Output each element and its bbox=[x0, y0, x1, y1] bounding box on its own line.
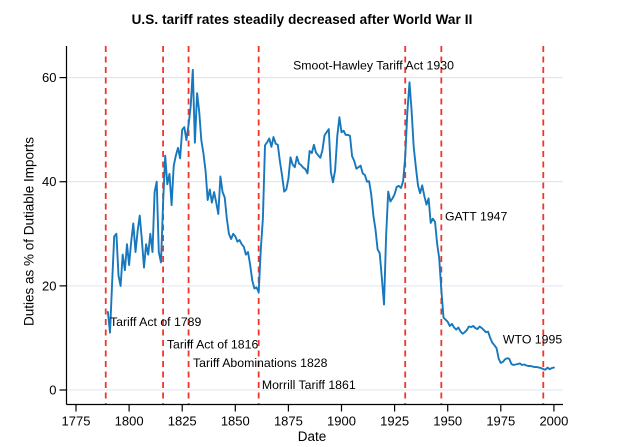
annotation-tariff-abominations-1828: Tariff Abominations 1828 bbox=[193, 356, 328, 370]
chart-title: U.S. tariff rates steadily decreased aft… bbox=[131, 12, 473, 27]
y-tick-label-0: 0 bbox=[49, 383, 56, 398]
x-tick-label-1825: 1825 bbox=[168, 414, 197, 429]
y-axis-title: Duties as % of Dutiable Imports bbox=[21, 136, 37, 327]
annotation-tariff-act-of-1789: Tariff Act of 1789 bbox=[110, 315, 202, 329]
y-tick-label-40: 40 bbox=[42, 174, 56, 189]
y-tick-label-20: 20 bbox=[42, 278, 56, 293]
x-tick-label-1925: 1925 bbox=[380, 414, 409, 429]
annotation-morrill-tariff-1861: Morrill Tariff 1861 bbox=[262, 378, 356, 392]
tariff-rate-line bbox=[106, 68, 555, 371]
annotation-gatt-1947: GATT 1947 bbox=[445, 209, 508, 223]
x-tick-label-1975: 1975 bbox=[486, 414, 515, 429]
annotation-smoot-hawley-tariff-act-1930: Smoot-Hawley Tariff Act 1930 bbox=[293, 58, 454, 72]
x-tick-label-1800: 1800 bbox=[115, 414, 144, 429]
annotation-wto-1995: WTO 1995 bbox=[503, 332, 562, 346]
x-tick-label-1900: 1900 bbox=[327, 414, 356, 429]
annotation-tariff-act-of-1816: Tariff Act of 1816 bbox=[167, 337, 259, 351]
y-tick-label-60: 60 bbox=[42, 70, 56, 85]
x-tick-label-1850: 1850 bbox=[221, 414, 250, 429]
x-tick-label-1950: 1950 bbox=[433, 414, 462, 429]
x-tick-label-2000: 2000 bbox=[539, 414, 568, 429]
x-tick-label-1775: 1775 bbox=[62, 414, 91, 429]
x-axis-title: Date bbox=[297, 429, 327, 444]
x-tick-label-1875: 1875 bbox=[274, 414, 303, 429]
